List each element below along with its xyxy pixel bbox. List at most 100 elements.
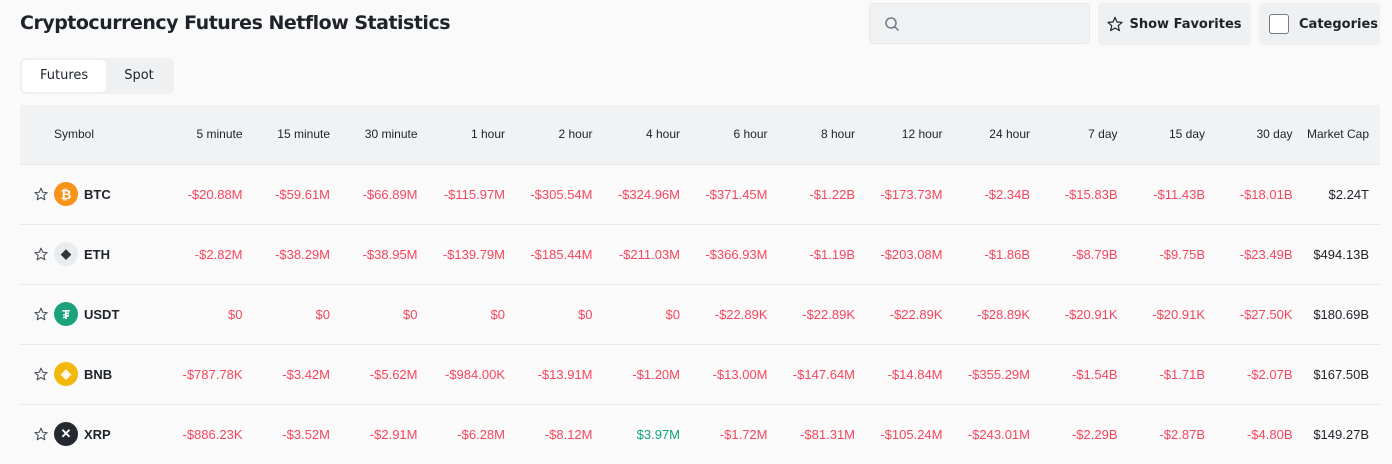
netflow-value: -$305.54M [505,163,593,224]
symbol-cell: ₿ BTC [20,163,155,224]
netflow-value: -$18.01B [1205,163,1293,224]
netflow-value: -$2.07B [1205,343,1293,404]
search-box[interactable] [869,3,1090,44]
table-header: Symbol 5 minute 15 minute 30 minute 1 hour 2 … [20,105,1380,164]
netflow-value: -$22.89K [767,283,855,344]
netflow-value: -$324.96M [592,163,680,224]
netflow-value: -$3.52M [242,403,330,464]
column-header[interactable]: 15 day [1117,105,1205,164]
netflow-value: -$5.62M [330,343,418,404]
netflow-value: -$1.54B [1030,343,1118,404]
netflow-value: -$1.71B [1117,343,1205,404]
netflow-value: -$15.83B [1030,163,1118,224]
netflow-value: -$9.75B [1117,223,1205,284]
column-header[interactable]: 15 minute [242,105,330,164]
categories-label: Categories [1299,16,1379,32]
netflow-value: -$115.97M [417,163,505,224]
symbol-name: XRP [84,426,111,442]
symbol-name: BTC [84,186,111,202]
netflow-value: -$28.89K [942,283,1030,344]
netflow-value: -$173.73M [855,163,943,224]
column-header[interactable]: 4 hour [592,105,680,164]
netflow-value: -$139.79M [417,223,505,284]
netflow-value: -$14.84M [855,343,943,404]
column-header[interactable]: 24 hour [942,105,1030,164]
symbol-cell: ◈ BNB [20,343,155,404]
table-row[interactable]: ◆ ETH -$2.82M -$38.29M -$38.95M -$139.79M -$18… [20,223,1380,284]
netflow-value: -$11.43B [1117,163,1205,224]
symbol-name: ETH [84,246,110,262]
favorite-star-icon[interactable] [34,307,48,321]
column-header[interactable]: Symbol [20,105,155,164]
table-row[interactable]: ₿ BTC -$20.88M -$59.61M -$66.89M -$115.97M -$3… [20,163,1380,224]
star-icon [1107,16,1124,32]
netflow-value: -$4.80B [1205,403,1293,464]
column-header[interactable]: 30 day [1205,105,1293,164]
tab-spot[interactable]: Spot [124,68,154,83]
search-input[interactable] [910,12,1080,36]
column-header[interactable]: 7 day [1030,105,1118,164]
netflow-value: -$203.08M [855,223,943,284]
tab-futures[interactable]: Futures [22,60,107,92]
netflow-value: -$38.29M [242,223,330,284]
market-cap-value: $167.50B [1292,343,1380,404]
netflow-value: -$366.93M [680,223,768,284]
favorite-star-icon[interactable] [34,187,48,201]
categories-checkbox[interactable] [1269,14,1289,34]
favorite-star-icon[interactable] [34,367,48,381]
netflow-value: -$6.28M [417,403,505,464]
favorite-star-icon[interactable] [34,247,48,261]
netflow-value: -$243.01M [942,403,1030,464]
symbol-cell: ✕ XRP [20,403,155,464]
symbol-name: USDT [84,306,120,322]
tether-icon: ₮ [54,302,78,326]
table-row[interactable]: ₮ USDT $0 $0 $0 $0 $0 $0 -$22.89K -$22.89K -$22.89… [20,283,1380,344]
netflow-value: -$2.82M [155,223,243,284]
netflow-value: $0 [592,283,680,344]
show-favorites-button[interactable]: Show Favorites [1098,3,1251,45]
netflow-value: $0 [330,283,418,344]
market-cap-value: $149.27B [1292,403,1380,464]
column-header[interactable]: 1 hour [417,105,505,164]
column-header[interactable]: 2 hour [505,105,593,164]
netflow-value: -$984.00K [417,343,505,404]
favorite-star-icon[interactable] [34,427,48,441]
show-favorites-label: Show Favorites [1129,16,1242,32]
netflow-value: -$185.44M [505,223,593,284]
netflow-value: -$355.29M [942,343,1030,404]
netflow-value: -$20.91K [1117,283,1205,344]
bitcoin-icon: ₿ [54,182,78,206]
column-header[interactable]: 6 hour [680,105,768,164]
netflow-value: -$1.72M [680,403,768,464]
netflow-value: -$1.86B [942,223,1030,284]
netflow-table: Symbol 5 minute 15 minute 30 minute 1 hour 2 … [20,105,1380,464]
table-row[interactable]: ✕ XRP -$886.23K -$3.52M -$2.91M -$6.28M -$8.12… [20,403,1380,464]
symbol-name: BNB [84,366,113,382]
search-icon [885,17,900,32]
netflow-value: -$81.31M [767,403,855,464]
netflow-value: -$886.23K [155,403,243,464]
netflow-value: -$787.78K [155,343,243,404]
netflow-value: -$23.49B [1205,223,1293,284]
column-header[interactable]: 8 hour [767,105,855,164]
netflow-value: -$105.24M [855,403,943,464]
netflow-value: $0 [417,283,505,344]
netflow-value: -$1.20M [592,343,680,404]
column-header[interactable]: 5 minute [155,105,243,164]
column-header[interactable]: Market Cap [1292,105,1380,164]
symbol-cell: ◆ ETH [20,223,155,284]
netflow-value: -$13.00M [680,343,768,404]
page-title: Cryptocurrency Futures Netflow Statistic… [20,12,451,34]
symbol-cell: ₮ USDT [20,283,155,344]
netflow-value: -$38.95M [330,223,418,284]
netflow-value: -$3.42M [242,343,330,404]
netflow-value: $3.97M [592,403,680,464]
categories-button[interactable]: Categories [1259,3,1380,45]
netflow-value: $0 [155,283,243,344]
table-row[interactable]: ◈ BNB -$787.78K -$3.42M -$5.62M -$984.00K -$13… [20,343,1380,404]
column-header[interactable]: 30 minute [330,105,418,164]
column-header[interactable]: 12 hour [855,105,943,164]
netflow-value: -$27.50K [1205,283,1293,344]
market-cap-value: $180.69B [1292,283,1380,344]
netflow-value: -$2.91M [330,403,418,464]
